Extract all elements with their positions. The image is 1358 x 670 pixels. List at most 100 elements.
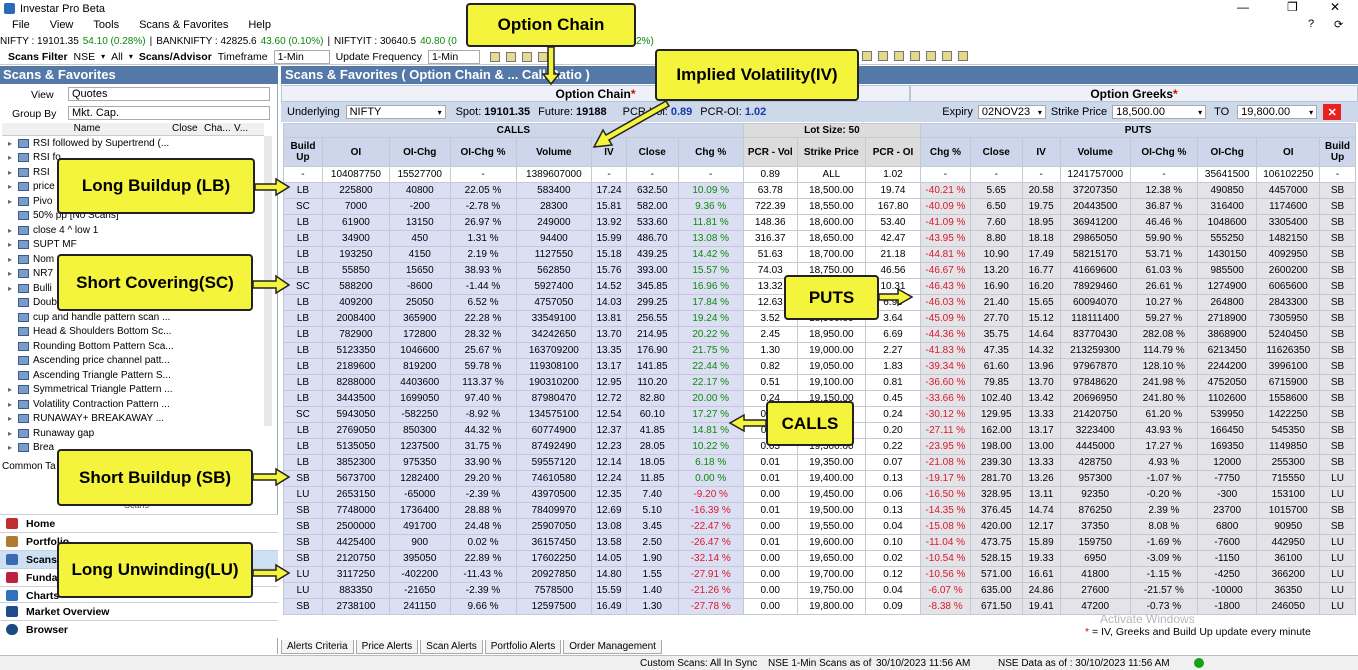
- info-icon[interactable]: [877, 51, 888, 62]
- tab-price-alerts[interactable]: Price Alerts: [355, 640, 419, 654]
- col-header-call-buildup[interactable]: Build Up: [283, 137, 323, 167]
- menu-scans-favorites[interactable]: Scans & Favorites: [139, 19, 229, 31]
- common-tab-label[interactable]: Common Ta: [2, 461, 56, 472]
- col-header-put-iv[interactable]: IV: [1021, 137, 1061, 167]
- tree-item[interactable]: Ascending Triangle Pattern S...: [2, 368, 264, 383]
- underlying-select[interactable]: NIFTY ▾: [345, 105, 446, 119]
- table-row[interactable]: SB 2500000 491700 24.48 % 25907050 13.08 3.45-…: [283, 518, 1356, 535]
- nav-browser[interactable]: Browser: [0, 620, 278, 638]
- nav-market-overview[interactable]: Market Overview: [0, 602, 278, 620]
- menu-view[interactable]: View: [49, 19, 74, 31]
- tree-item[interactable]: ▸ close 4 ^ low 1: [8, 224, 99, 236]
- tree-item[interactable]: ▸ RSI: [8, 166, 50, 178]
- tab-order-management[interactable]: Order Management: [563, 640, 662, 654]
- exchange-select[interactable]: NSE: [73, 50, 96, 63]
- timeframe-select[interactable]: 1-Min: [273, 49, 330, 64]
- col-name[interactable]: Name: [73, 123, 101, 134]
- save-icon[interactable]: [925, 51, 936, 62]
- chevron-down-icon[interactable]: ⌄: [1356, 18, 1358, 31]
- strike-from-select[interactable]: 18,500.00 ▾: [1112, 105, 1207, 119]
- group-by-select[interactable]: Mkt. Cap.: [68, 106, 270, 120]
- col-header-call-volume[interactable]: Volume: [515, 137, 593, 167]
- view-select[interactable]: Quotes: [68, 87, 270, 101]
- table-row[interactable]: LB 2008400 365900 22.28 % 33549100 13.81 256.5…: [283, 310, 1356, 327]
- col-header-put-oi[interactable]: OI: [1256, 137, 1321, 167]
- table-row[interactable]: LB 3443500 1699050 97.40 % 87980470 12.72 82.8…: [283, 390, 1356, 407]
- tree-item[interactable]: Rounding Bottom Pattern Sca...: [2, 339, 264, 354]
- scan-icon[interactable]: [505, 51, 516, 62]
- portfolio-icon[interactable]: [537, 51, 548, 62]
- col-header-call-chg-pct[interactable]: Chg %: [677, 137, 744, 167]
- table-row[interactable]: SB 4425400 900 0.02 % 36157450 13.58 2.50 -26.4…: [283, 534, 1356, 551]
- print-icon[interactable]: [909, 51, 920, 62]
- strike-to-select[interactable]: 19,800.00 ▾: [1237, 105, 1318, 119]
- calendar-icon[interactable]: [893, 51, 904, 62]
- table-row[interactable]: SC 7000 -200 -2.78 % 28300 15.81 582.00 9.36 % 7…: [283, 198, 1356, 215]
- col-header-pcr-oi[interactable]: PCR - OI: [864, 137, 922, 167]
- menu-help[interactable]: Help: [248, 19, 271, 31]
- tree-item[interactable]: ▸ Pivo: [8, 195, 53, 207]
- col-header-pcr-vol[interactable]: PCR - Vol: [742, 137, 798, 167]
- table-row[interactable]: SB 7748000 1736400 28.88 % 78409970 12.69 5.10…: [283, 502, 1356, 519]
- col-change[interactable]: Cha...: [204, 123, 231, 134]
- tree-item[interactable]: ▸ RUNAWAY+ BREAKAWAY ...: [8, 413, 165, 425]
- table-row[interactable]: LB 3852300 975350 33.90 % 59557120 12.14 18.05…: [283, 454, 1356, 471]
- tree-item[interactable]: ▸ Runaway gap: [8, 427, 95, 439]
- menu-tools[interactable]: Tools: [93, 19, 120, 31]
- table-row[interactable]: LU 2653150 -65000 -2.39 % 43970500 12.35 7.40-…: [283, 486, 1356, 503]
- table-row[interactable]: LB 2769050 850300 44.32 % 60774900 12.37 41.85…: [283, 422, 1356, 439]
- tab-alerts-criteria[interactable]: Alerts Criteria: [281, 640, 354, 654]
- col-volume[interactable]: V...: [234, 123, 249, 134]
- col-header-call-oi-chg-pct[interactable]: OI-Chg %: [449, 137, 517, 167]
- refresh-icon[interactable]: ⟳: [1334, 19, 1344, 31]
- tree-item[interactable]: ▸ Brea: [8, 442, 55, 454]
- tree-item[interactable]: ▸ NR7: [8, 268, 54, 280]
- col-header-call-close[interactable]: Close: [625, 137, 679, 167]
- all-select[interactable]: All: [111, 50, 123, 63]
- tree-item[interactable]: Ascending price channel patt...: [2, 354, 264, 369]
- table-row[interactable]: LU 883350 -21650 -2.39 % 7578500 15.59 1.40 -21…: [283, 582, 1356, 599]
- col-header-put-volume[interactable]: Volume: [1059, 137, 1131, 167]
- tree-item[interactable]: ▸ Volatility Contraction Pattern ...: [8, 398, 170, 410]
- col-header-strike-price[interactable]: Strike Price: [796, 137, 866, 167]
- tree-item[interactable]: ▸ Symmetrical Triangle Pattern ...: [8, 384, 173, 396]
- table-row[interactable]: LB 225800 40800 22.05 % 583400 17.24 632.50 10.…: [283, 182, 1356, 199]
- tree-item[interactable]: ▸ Bulli: [8, 282, 52, 294]
- close-button[interactable]: ✕: [1330, 0, 1341, 14]
- col-header-put-oi-chg-pct[interactable]: OI-Chg %: [1129, 137, 1198, 167]
- table-row[interactable]: SC 5943050 -582250 -8.92 % 134575100 12.54 60.…: [283, 406, 1356, 423]
- help-icon[interactable]: ?: [1308, 18, 1315, 30]
- col-close[interactable]: Close: [172, 123, 198, 134]
- table-row[interactable]: -104087750 15527700-1389607000- - -0.89 ALL 1…: [283, 166, 1356, 183]
- col-header-put-buildup[interactable]: Build Up: [1319, 137, 1356, 167]
- tree-item[interactable]: Doub: [2, 296, 264, 311]
- tree-item[interactable]: Head & Shoulders Bottom Sc...: [2, 325, 264, 340]
- tree-item[interactable]: ▸ SUPT MF: [8, 239, 77, 251]
- tab-scan-alerts[interactable]: Scan Alerts: [420, 640, 483, 654]
- col-header-put-chg-pct[interactable]: Chg %: [920, 137, 971, 167]
- expiry-select[interactable]: 02NOV23 ▾: [977, 105, 1046, 119]
- maximize-button[interactable]: ❐: [1287, 0, 1298, 14]
- tools-icon[interactable]: [957, 51, 968, 62]
- tree-item[interactable]: ▸ Nom: [8, 253, 55, 265]
- table-row[interactable]: SC 588200 -8600 -1.44 % 5927400 14.52 345.85 16…: [283, 278, 1356, 295]
- table-row[interactable]: LU 3117250 -402200 -11.43 % 20927850 14.80 1.5…: [283, 566, 1356, 583]
- col-header-call-oi[interactable]: OI: [321, 137, 390, 167]
- col-header-put-oi-chg[interactable]: OI-Chg: [1196, 137, 1258, 167]
- tree-item[interactable]: ▸ RSI fo...: [8, 152, 70, 164]
- export-icon[interactable]: [941, 51, 952, 62]
- table-row[interactable]: LB 61900 13150 26.97 % 249000 13.92 533.60 11.8…: [283, 214, 1356, 231]
- table-row[interactable]: LB 8288000 4403600 113.37 % 190310200 12.95 11…: [283, 374, 1356, 391]
- table-row[interactable]: SB 2738100 241150 9.66 % 12597500 16.49 1.30 -2…: [283, 598, 1356, 615]
- warning-icon[interactable]: [862, 51, 872, 62]
- tab-portfolio-alerts[interactable]: Portfolio Alerts: [484, 640, 562, 654]
- close-icon[interactable]: ✕: [1323, 104, 1342, 120]
- table-row[interactable]: LB 782900 172800 28.32 % 34242650 13.70 214.95…: [283, 326, 1356, 343]
- col-header-put-close[interactable]: Close: [969, 137, 1023, 167]
- tree-item[interactable]: ▸ price: [8, 181, 55, 193]
- tree-item[interactable]: ▸ RSI followed by Supertrend (...: [8, 137, 170, 149]
- tree-item[interactable]: 50% pp [No Scans]: [2, 209, 264, 224]
- update-frequency-select[interactable]: 1-Min: [427, 49, 480, 64]
- alert-icon[interactable]: [521, 51, 532, 62]
- chart-icon[interactable]: [489, 51, 500, 62]
